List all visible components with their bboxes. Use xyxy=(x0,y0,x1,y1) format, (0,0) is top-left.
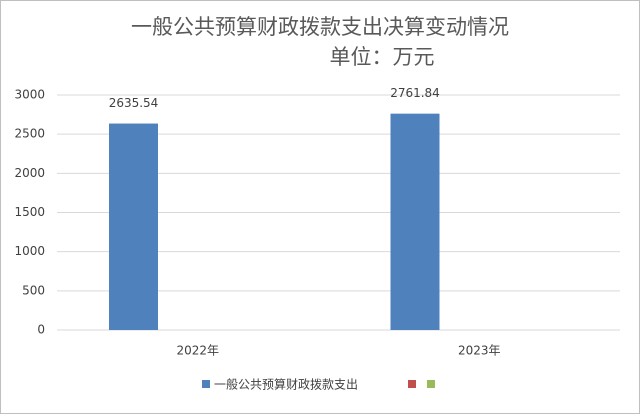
y-tick-label: 3000 xyxy=(14,88,45,102)
data-label: 2761.84 xyxy=(390,86,440,100)
y-tick-label: 1500 xyxy=(14,205,45,219)
y-tick-label: 2000 xyxy=(14,166,45,180)
chart-title: 一般公共预算财政拨款支出决算变动情况 xyxy=(131,15,509,39)
legend-swatch xyxy=(202,380,210,388)
data-label: 2635.54 xyxy=(109,96,159,110)
y-tick-label: 2500 xyxy=(14,127,45,141)
x-tick-label: 2022年 xyxy=(176,344,219,358)
bar xyxy=(390,113,440,330)
y-tick-label: 0 xyxy=(37,323,45,337)
legend-swatch xyxy=(408,380,416,388)
legend-swatch xyxy=(427,380,435,388)
x-tick-label: 2023年 xyxy=(458,344,501,358)
chart-subtitle: 单位：万元 xyxy=(330,45,435,69)
y-tick-label: 1000 xyxy=(14,244,45,258)
y-tick-label: 500 xyxy=(22,283,45,297)
bar xyxy=(109,123,158,330)
legend-label: 一般公共预算财政拨款支出 xyxy=(214,377,358,392)
